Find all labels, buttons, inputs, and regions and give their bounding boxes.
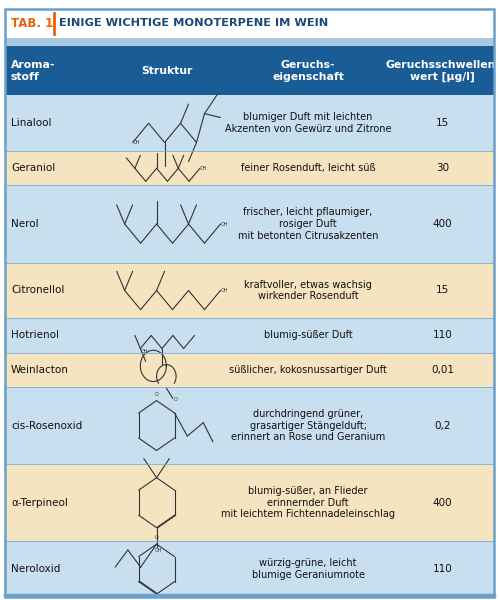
Text: Geruchsschwellen-
wert [μg/l]: Geruchsschwellen- wert [μg/l] xyxy=(385,60,499,82)
FancyBboxPatch shape xyxy=(5,263,494,319)
Text: würzig-grüne, leicht
blumige Geraniumnote: würzig-grüne, leicht blumige Geraniumnot… xyxy=(251,559,365,580)
Text: α-Terpineol: α-Terpineol xyxy=(11,497,68,508)
Text: Geraniol: Geraniol xyxy=(11,163,55,173)
Text: cis-Rosenoxid: cis-Rosenoxid xyxy=(11,421,82,431)
FancyBboxPatch shape xyxy=(5,151,494,185)
Text: O: O xyxy=(155,535,159,541)
FancyBboxPatch shape xyxy=(5,319,494,353)
Text: feiner Rosenduft, leicht süß: feiner Rosenduft, leicht süß xyxy=(241,163,375,173)
Text: frischer, leicht pflaumiger,
rosiger Duft
mit betonten Citrusakzenten: frischer, leicht pflaumiger, rosiger Duf… xyxy=(238,208,378,241)
Text: 400: 400 xyxy=(433,497,453,508)
Text: 400: 400 xyxy=(433,219,453,229)
Text: O: O xyxy=(174,397,178,402)
Text: 15: 15 xyxy=(436,118,449,128)
Text: süßlicher, kokosnussartiger Duft: süßlicher, kokosnussartiger Duft xyxy=(229,365,387,375)
FancyBboxPatch shape xyxy=(5,9,494,38)
Text: 15: 15 xyxy=(436,286,449,295)
Text: EINIGE WICHTIGE MONOTERPENE IM WEIN: EINIGE WICHTIGE MONOTERPENE IM WEIN xyxy=(59,19,328,28)
Text: OH: OH xyxy=(221,221,228,227)
Text: blumig-süßer Duft: blumig-süßer Duft xyxy=(264,331,353,340)
Text: Struktur: Struktur xyxy=(141,66,192,76)
Text: 0,01: 0,01 xyxy=(431,365,454,375)
FancyBboxPatch shape xyxy=(5,541,494,597)
Text: OH: OH xyxy=(200,166,208,171)
Text: Hotrienol: Hotrienol xyxy=(11,331,59,340)
Text: Nerol: Nerol xyxy=(11,219,38,229)
FancyBboxPatch shape xyxy=(5,464,494,541)
Text: Linalool: Linalool xyxy=(11,118,51,128)
Text: blumiger Duft mit leichten
Akzenten von Gewürz und Zitrone: blumiger Duft mit leichten Akzenten von … xyxy=(225,112,391,134)
Text: TAB. 1: TAB. 1 xyxy=(11,17,53,30)
FancyBboxPatch shape xyxy=(5,46,494,95)
Text: OH: OH xyxy=(133,140,140,145)
Text: OH: OH xyxy=(140,349,148,353)
Text: durchdringend grüner,
grasartiger Stängelduft;
erinnert an Rose und Geranium: durchdringend grüner, grasartiger Stänge… xyxy=(231,409,385,442)
Text: Geruchs-
eigenschaft: Geruchs- eigenschaft xyxy=(272,60,344,82)
Text: blumig-süßer, an Flieder
erinnernder Duft
mit leichtem Fichtennadeleinschlag: blumig-süßer, an Flieder erinnernder Duf… xyxy=(221,486,395,519)
Text: OH: OH xyxy=(155,548,163,553)
Text: Aroma-
stoff: Aroma- stoff xyxy=(11,60,55,82)
FancyBboxPatch shape xyxy=(5,38,494,46)
Text: 30: 30 xyxy=(436,163,449,173)
FancyBboxPatch shape xyxy=(5,387,494,464)
Text: 110: 110 xyxy=(433,564,453,574)
Text: 0,2: 0,2 xyxy=(435,421,451,431)
FancyBboxPatch shape xyxy=(5,95,494,151)
Text: 110: 110 xyxy=(433,331,453,340)
Text: kraftvoller, etwas wachsig
wirkender Rosenduft: kraftvoller, etwas wachsig wirkender Ros… xyxy=(244,280,372,301)
Text: Citronellol: Citronellol xyxy=(11,286,64,295)
Text: Neroloxid: Neroloxid xyxy=(11,564,60,574)
Text: Weinlacton: Weinlacton xyxy=(11,365,69,375)
Text: OH: OH xyxy=(221,288,228,293)
Text: O: O xyxy=(155,392,159,397)
FancyBboxPatch shape xyxy=(5,185,494,263)
FancyBboxPatch shape xyxy=(5,353,494,387)
